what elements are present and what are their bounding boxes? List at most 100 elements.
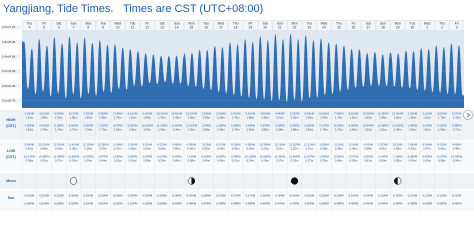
low-time: 5:48AM <box>172 143 182 147</box>
sunrise: 6:20AM <box>98 194 108 198</box>
low-time: 6:20PM <box>172 155 182 159</box>
high-time: 7:27PM <box>319 124 329 128</box>
low-height: 0.24m <box>246 159 254 163</box>
low-height: 0.40m <box>217 159 225 163</box>
row-label: Moon <box>6 179 16 183</box>
low-height: 0.35m <box>232 147 240 151</box>
high-height: 1.53m <box>364 128 372 132</box>
low-time: 9:13AM <box>437 143 447 147</box>
low-height: 0.21m <box>276 147 284 151</box>
high-height: 1.98m <box>305 116 313 120</box>
tide-page: Yangjiang, Tide Times. Times are CST (UT… <box>0 3 474 211</box>
low-time: 7:49AM <box>408 143 418 147</box>
day-name: Thu <box>233 21 239 25</box>
high-time: 10:44PM <box>363 124 375 128</box>
day-header <box>140 21 154 30</box>
low-height: 0.40m <box>55 147 63 151</box>
day-name: Sun <box>174 21 180 25</box>
sunrise: 6:14AM <box>349 194 359 198</box>
high-time: 2:28PM <box>216 124 226 128</box>
low-height: 0.70m <box>158 159 166 163</box>
day-header <box>317 21 331 30</box>
sunset: 6:42PM <box>452 202 462 206</box>
moon-icon <box>69 177 78 185</box>
sunset: 6:46PM <box>304 202 314 206</box>
day-date: 16 <box>204 25 208 29</box>
high-height: 1.42m <box>158 128 166 132</box>
day-header <box>258 21 272 30</box>
sunset: 6:48PM <box>231 202 241 206</box>
sun-row-bg <box>0 190 474 211</box>
day-header <box>52 21 66 30</box>
tide-table: HIGH(CST)LOW(CST)MoonSun3:26AM1.81m4:05P… <box>0 110 474 211</box>
high-height: 1.73m <box>99 128 107 132</box>
next-arrow <box>466 112 471 118</box>
low-height: 0.61m <box>379 147 387 151</box>
day-name: Tue <box>307 21 313 25</box>
high-time: 8:23PM <box>334 124 344 128</box>
low-time: 10:56PM <box>259 155 271 159</box>
day-header <box>155 21 169 30</box>
day-header <box>449 21 464 30</box>
low-row-bg <box>0 141 474 171</box>
day-name: Sat <box>263 21 268 25</box>
low-time: 2:50PM <box>128 155 138 159</box>
sunset: 6:48PM <box>260 202 270 206</box>
sunrise: 6:21AM <box>39 194 49 198</box>
sunset: 6:52PM <box>83 202 93 206</box>
low-height: 0.31m <box>40 159 48 163</box>
high-time: 3:12PM <box>437 124 447 128</box>
high-time: 2:06AM <box>216 112 226 116</box>
row-label: (CST) <box>6 124 16 128</box>
day-header <box>243 21 258 30</box>
moon-shade <box>394 177 398 185</box>
day-date: 19 <box>249 25 253 29</box>
sunrise: 6:20AM <box>113 194 123 198</box>
low-height: 0.52m <box>114 159 122 163</box>
low-height: 0.38m <box>335 147 343 151</box>
low-time: 11:59PM <box>289 155 301 159</box>
sunrise: 6:16AM <box>290 194 300 198</box>
day-date: 15 <box>190 25 194 29</box>
high-time: 2:33PM <box>422 124 432 128</box>
high-time: 1:44PM <box>201 124 211 128</box>
low-time: 11:42AM <box>68 143 80 147</box>
sunset: 6:50PM <box>157 202 167 206</box>
high-time: 1:33AM <box>408 112 418 116</box>
sunrise: 6:18AM <box>201 194 211 198</box>
low-height: 0.50m <box>129 147 137 151</box>
row-label: LOW <box>7 149 16 153</box>
day-date: 27 <box>366 25 370 29</box>
low-height: 0.60m <box>379 159 387 163</box>
sunrise: 6:12AM <box>437 194 447 198</box>
day-date: 23 <box>308 25 312 29</box>
high-height: 1.80m <box>246 128 254 132</box>
sunrise: 6:14AM <box>363 194 373 198</box>
sunrise: 6:21AM <box>54 194 64 198</box>
day-name: Wed <box>218 21 225 25</box>
day-date: 18 <box>234 25 238 29</box>
day-date: 21 <box>278 25 282 29</box>
high-height: 1.96m <box>261 116 269 120</box>
low-height: 0.38m <box>25 159 33 163</box>
high-height: 1.85m <box>99 116 107 120</box>
day-name: Sun <box>380 21 386 25</box>
day-name: Fri <box>352 21 356 25</box>
high-height: 1.95m <box>70 116 78 120</box>
low-height: 0.45m <box>40 147 48 151</box>
low-time: 1:09AM <box>319 143 329 147</box>
next-button[interactable] <box>463 110 473 120</box>
sunset: 6:43PM <box>422 202 432 206</box>
day-name: Thu <box>27 21 33 25</box>
low-time: 11:59PM <box>68 155 80 159</box>
sunset: 6:50PM <box>172 202 182 206</box>
day-header <box>390 21 405 30</box>
low-time: 6:52AM <box>393 143 403 147</box>
sunset: 6:51PM <box>113 202 123 206</box>
sunrise: 6:15AM <box>319 194 329 198</box>
axis-label: 1.8m/5.9ft <box>2 40 16 44</box>
low-time: 12:22AM <box>304 143 316 147</box>
high-time: 11:28AM <box>377 112 389 116</box>
sunset: 6:51PM <box>98 202 108 206</box>
day-header <box>361 21 375 30</box>
